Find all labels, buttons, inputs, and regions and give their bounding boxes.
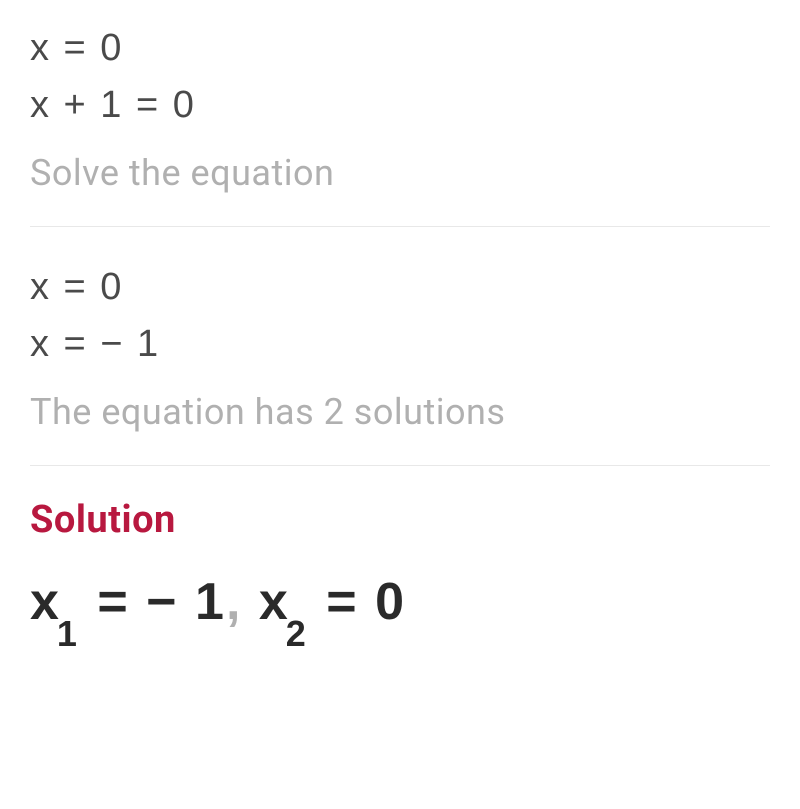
step-1: x = 0 x + 1 = 0 Solve the equation [30, 20, 770, 194]
equation-line: x = 0 [30, 259, 770, 316]
value: = 0 [310, 573, 406, 631]
equation-line: x = − 1 [30, 316, 770, 373]
divider [30, 465, 770, 466]
subscript: 2 [286, 613, 308, 654]
divider [30, 226, 770, 227]
step-caption: The equation has 2 solutions [30, 391, 770, 433]
solution-heading: Solution [30, 498, 770, 542]
equation-line: x + 1 = 0 [30, 77, 770, 134]
separator: , [226, 573, 259, 631]
step-caption: Solve the equation [30, 152, 770, 194]
final-solution: x1 = − 1, x2 = 0 [30, 572, 770, 639]
solution-section: Solution x1 = − 1, x2 = 0 [30, 498, 770, 639]
equation-line: x = 0 [30, 20, 770, 77]
subscript: 1 [57, 613, 79, 654]
value: = − 1 [81, 573, 226, 631]
step-2: x = 0 x = − 1 The equation has 2 solutio… [30, 259, 770, 433]
